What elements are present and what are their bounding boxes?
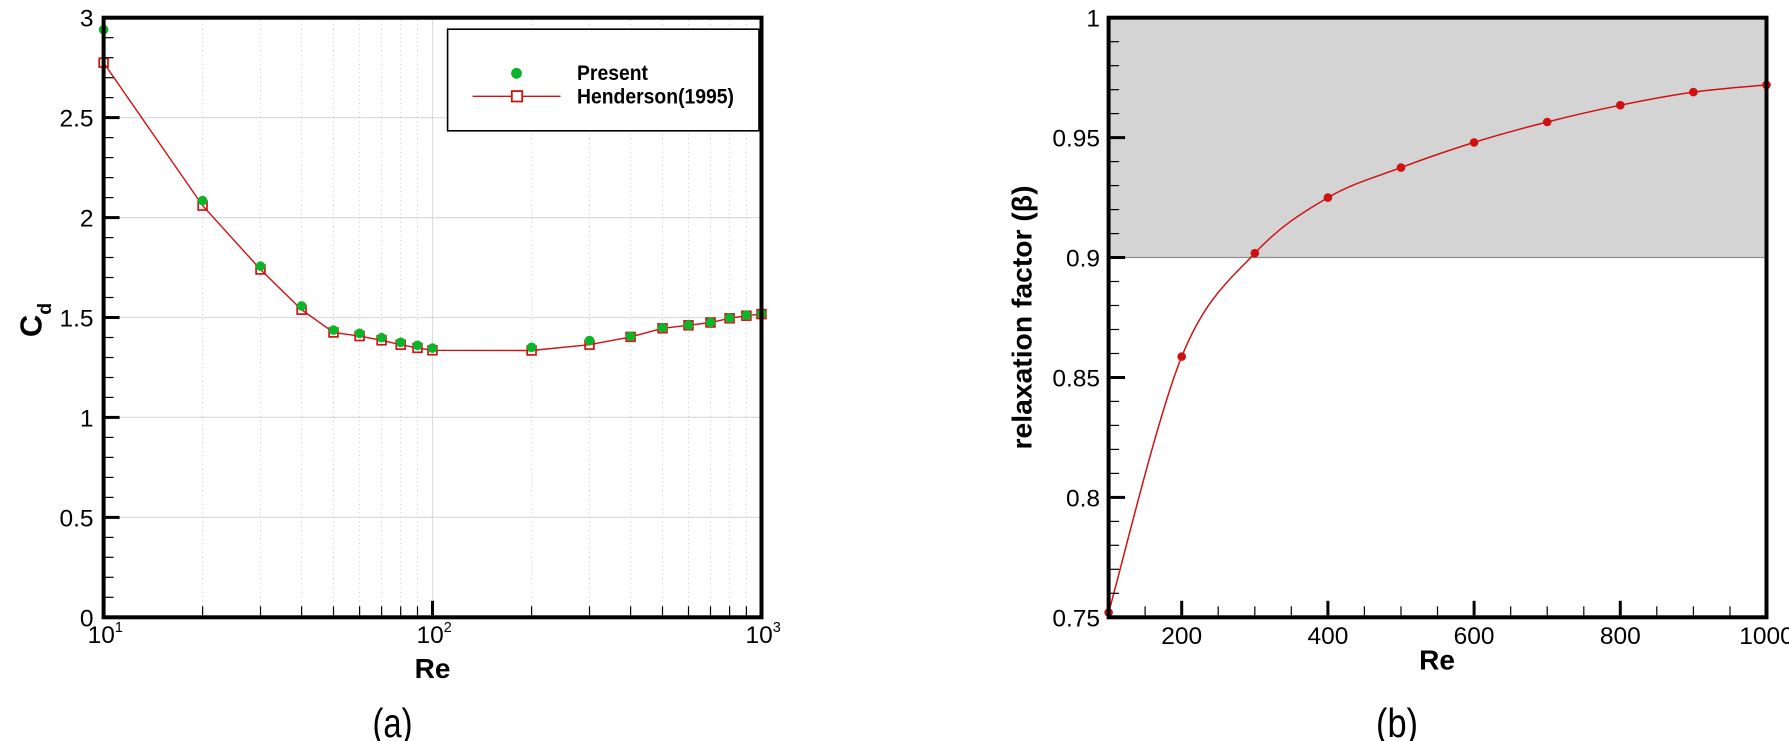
svg-text:0.5: 0.5 [59,505,93,532]
svg-text:0.85: 0.85 [1052,366,1100,393]
svg-text:3: 3 [80,6,94,33]
svg-text:2: 2 [80,206,94,233]
svg-text:0.75: 0.75 [1052,605,1100,632]
svg-text:600: 600 [1454,623,1495,650]
svg-text:1.5: 1.5 [59,306,93,333]
svg-text:Present: Present [577,62,648,85]
svg-text:0.95: 0.95 [1052,126,1100,153]
svg-text:1: 1 [1086,6,1100,33]
svg-text:0.9: 0.9 [1066,246,1100,273]
svg-text:800: 800 [1600,623,1641,650]
svg-text:1: 1 [80,405,94,432]
svg-text:Re: Re [415,653,451,684]
svg-text:0: 0 [80,605,94,632]
svg-text:Henderson(1995): Henderson(1995) [577,86,734,109]
svg-text:(a): (a) [373,700,413,741]
svg-text:2.5: 2.5 [59,106,93,133]
svg-text:0.8: 0.8 [1066,485,1100,512]
svg-text:200: 200 [1161,623,1202,650]
svg-text:Re: Re [1419,645,1455,676]
svg-text:relaxation factor (β): relaxation factor (β) [1007,186,1038,450]
svg-text:(b): (b) [1376,700,1418,741]
svg-text:400: 400 [1307,623,1348,650]
svg-text:1000: 1000 [1739,623,1789,650]
